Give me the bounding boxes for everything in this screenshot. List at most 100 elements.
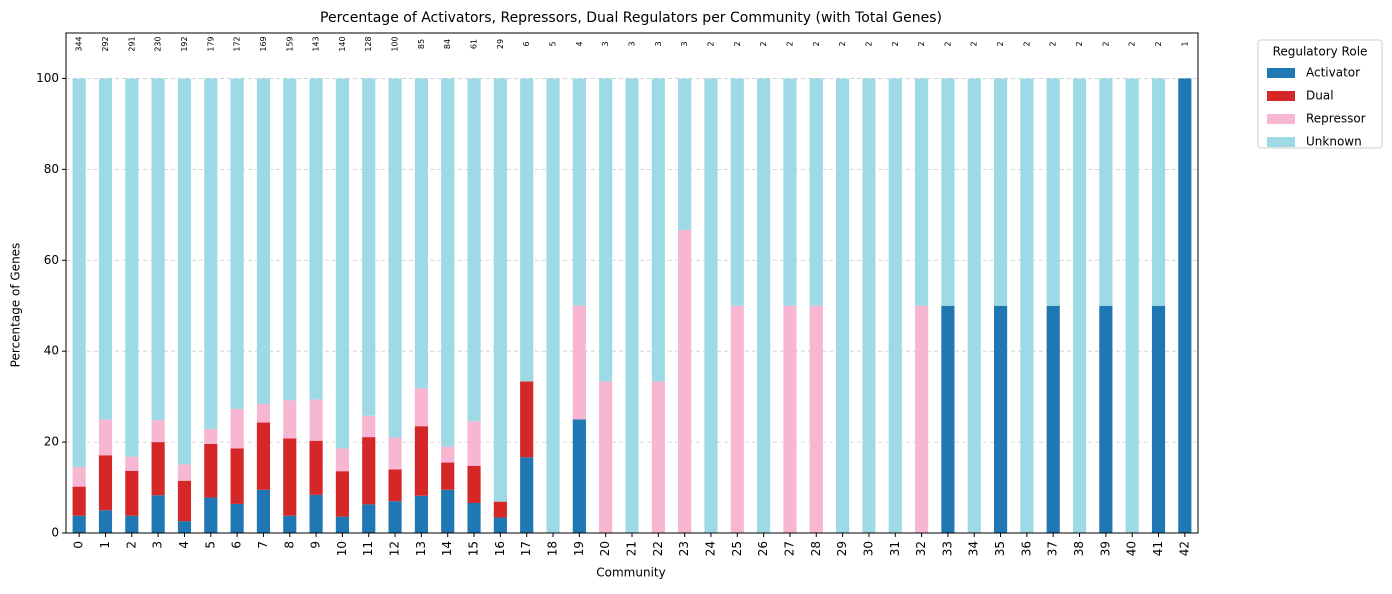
bar-segment [151,442,165,496]
x-tick-label: 25 [730,541,744,556]
bar-segment [283,400,297,439]
y-tick-label: 20 [44,435,59,449]
legend-label: Dual [1306,89,1334,103]
bar-segment [256,422,271,490]
total-label: 100 [391,36,400,51]
bar-segment [941,305,955,533]
bar-segment [256,403,271,423]
bar-segment [98,419,113,456]
x-tick-label: 5 [203,541,217,549]
total-label: 344 [75,36,84,51]
bar-segment [730,305,744,533]
bar-segment [1046,305,1060,533]
bar-segment [783,305,797,533]
bar-segment [1151,305,1166,533]
total-label: 5 [549,41,558,46]
bar-segment [388,501,402,533]
x-tick-label: 35 [993,541,1007,556]
bar-segment [388,469,402,502]
total-label: 192 [180,36,189,51]
total-label: 291 [127,36,136,51]
bar-segment [98,510,113,533]
bar-segment [335,516,349,533]
x-tick-label: 2 [124,541,138,549]
bar-segment [335,471,349,517]
x-tick-label: 19 [572,541,586,556]
total-label: 2 [943,41,952,46]
bar-segment [177,521,192,533]
total-label: 159 [285,36,294,51]
legend-label: Repressor [1306,112,1366,126]
x-tick-label: 20 [598,541,612,556]
x-tick-label: 22 [651,541,665,556]
bar-segment [467,465,481,503]
x-tick-label: 32 [914,541,928,556]
total-label: 2 [1101,41,1110,46]
total-label: 2 [706,41,715,46]
x-tick-label: 8 [282,541,296,549]
bar-segment [967,78,981,534]
total-label: 2 [970,41,979,46]
bar-segment [441,446,455,463]
x-tick-label: 13 [414,541,428,556]
bar-segment [414,495,428,533]
y-axis-label: Percentage of Genes [9,243,23,368]
bar-segment [941,78,955,306]
bar-segment [204,497,218,533]
bar-segment [809,305,823,533]
x-tick-label: 1 [98,541,112,549]
x-tick-label: 18 [546,541,560,556]
y-tick-label: 100 [36,71,59,85]
bar-segment [704,78,718,534]
x-tick-label: 6 [230,541,244,549]
total-label: 2 [891,41,900,46]
x-tick-label: 16 [493,541,507,556]
total-label: 2 [785,41,794,46]
bar-segment [151,420,165,443]
x-tick-label: 7 [256,541,270,549]
x-tick-label: 36 [1019,541,1033,556]
bar-segment [309,78,323,400]
x-tick-label: 17 [519,541,533,556]
bar-segment [256,78,271,404]
x-tick-label: 41 [1151,541,1165,556]
total-label: 3 [601,41,610,46]
x-tick-label: 29 [835,541,849,556]
bar-segment [125,78,139,457]
bar-segment [309,399,323,441]
x-tick-label: 21 [625,541,639,556]
bar-segment [1125,78,1139,534]
bar-segment [467,78,481,422]
bar-segment [678,78,692,230]
bar-segment [651,381,665,533]
y-tick-label: 0 [51,526,59,540]
x-tick-label: 12 [388,541,402,556]
total-label: 4 [575,41,584,46]
bar-segment [915,305,929,533]
total-label: 2 [838,41,847,46]
bar-segment [414,426,428,496]
bar-segment [309,440,323,495]
x-tick-label: 27 [782,541,796,556]
bar-segment [230,503,244,533]
x-tick-label: 10 [335,541,349,556]
legend-title: Regulatory Role [1273,45,1368,59]
bar-segment [72,515,86,533]
bar-segment [283,78,297,401]
bar-segment [1046,78,1060,306]
bar-segment [441,78,455,447]
total-label: 2 [1049,41,1058,46]
y-tick-label: 80 [44,162,59,176]
bar-segment [362,415,376,438]
bar-segment [230,408,244,449]
bar-segment [388,78,402,438]
bar-segment [98,455,113,511]
bar-segment [678,229,692,534]
total-label: 2 [759,41,768,46]
bar-segment [414,78,428,389]
bar-segment [888,78,902,534]
x-tick-label: 42 [1177,541,1191,556]
total-label: 61 [470,39,479,49]
bar-segment [362,437,376,505]
